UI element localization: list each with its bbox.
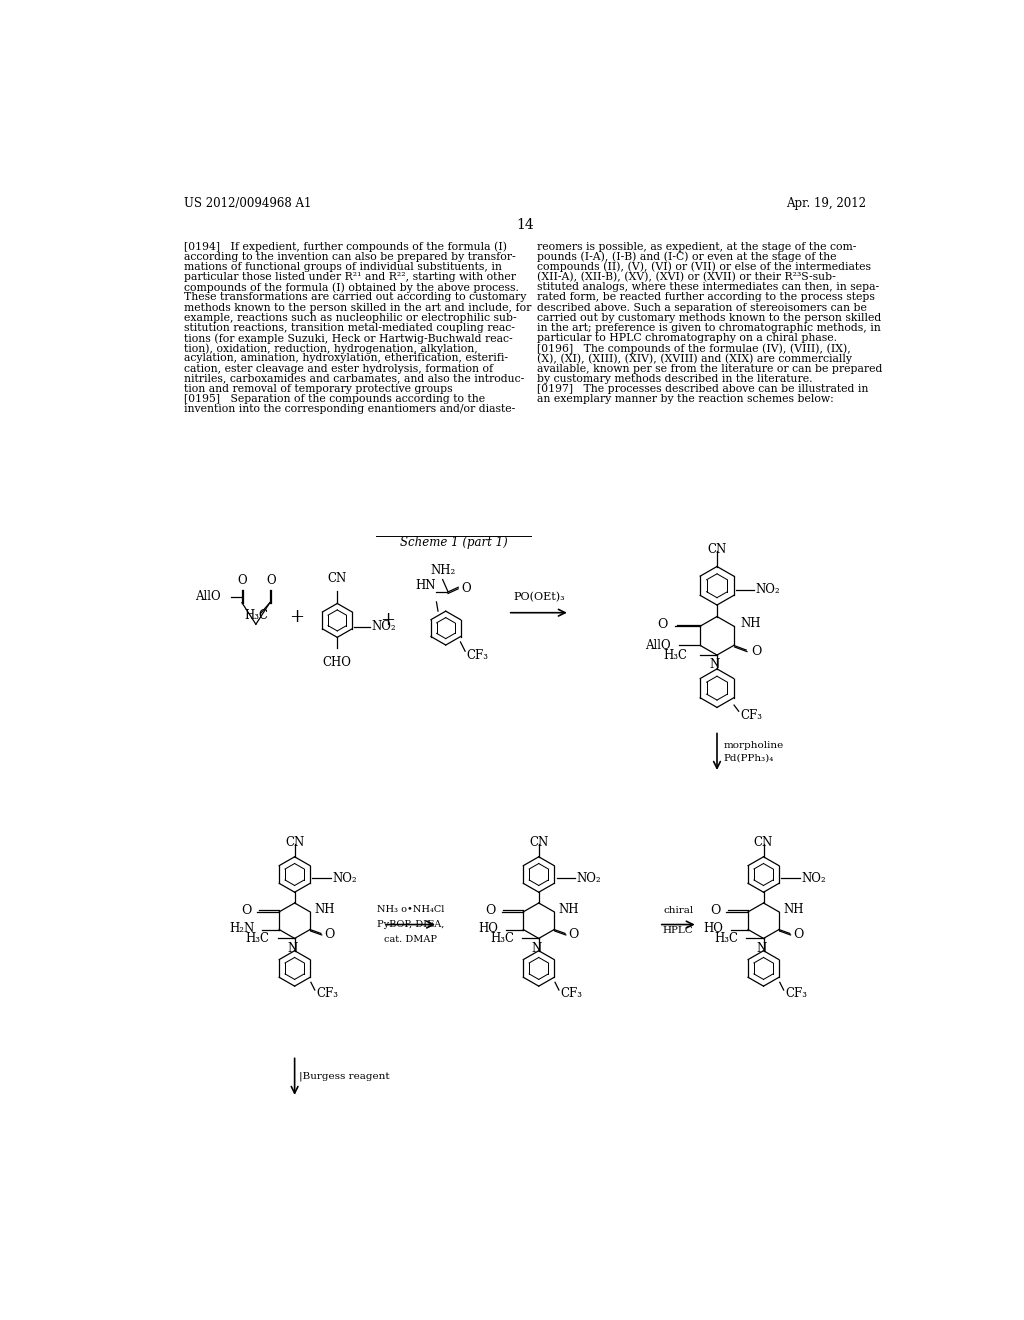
Text: HPLC: HPLC: [663, 927, 693, 935]
Text: acylation, amination, hydroxylation, etherification, esterifi-: acylation, amination, hydroxylation, eth…: [183, 354, 508, 363]
Text: NH: NH: [559, 903, 580, 916]
Text: CF₃: CF₃: [466, 648, 487, 661]
Text: N: N: [531, 942, 542, 956]
Text: morpholine: morpholine: [723, 741, 783, 750]
Text: +: +: [380, 611, 395, 630]
Text: CF₃: CF₃: [785, 986, 807, 999]
Text: H₃C: H₃C: [489, 932, 514, 945]
Text: HO: HO: [703, 921, 723, 935]
Text: HO: HO: [478, 921, 499, 935]
Text: carried out by customary methods known to the person skilled: carried out by customary methods known t…: [538, 313, 882, 322]
Text: particular to HPLC chromatography on a chiral phase.: particular to HPLC chromatography on a c…: [538, 333, 838, 343]
Text: N: N: [710, 659, 720, 671]
Text: chiral: chiral: [664, 907, 693, 915]
Text: invention into the corresponding enantiomers and/or diaste-: invention into the corresponding enantio…: [183, 404, 515, 414]
Text: tion and removal of temporary protective groups: tion and removal of temporary protective…: [183, 384, 453, 393]
Text: CF₃: CF₃: [560, 986, 583, 999]
Text: H₃C: H₃C: [715, 932, 738, 945]
Text: HN: HN: [416, 579, 436, 591]
Text: stituted analogs, where these intermediates can then, in sepa-: stituted analogs, where these intermedia…: [538, 282, 880, 292]
Text: [0194]   If expedient, further compounds of the formula (I): [0194] If expedient, further compounds o…: [183, 242, 507, 252]
Text: NH: NH: [740, 616, 761, 630]
Text: NH: NH: [314, 903, 335, 916]
Text: NH₃ o•NH₄Cl: NH₃ o•NH₄Cl: [377, 904, 444, 913]
Text: O: O: [657, 618, 668, 631]
Text: CF₃: CF₃: [316, 986, 338, 999]
Text: pounds (I-A), (I-B) and (I-C) or even at the stage of the: pounds (I-A), (I-B) and (I-C) or even at…: [538, 252, 837, 263]
Text: O: O: [485, 904, 496, 917]
Text: rated form, be reacted further according to the process steps: rated form, be reacted further according…: [538, 293, 876, 302]
Text: compounds (II), (V), (VI) or (VII) or else of the intermediates: compounds (II), (V), (VI) or (VII) or el…: [538, 261, 871, 272]
Text: an exemplary manner by the reaction schemes below:: an exemplary manner by the reaction sche…: [538, 395, 834, 404]
Text: NH: NH: [783, 903, 804, 916]
Text: US 2012/0094968 A1: US 2012/0094968 A1: [183, 197, 311, 210]
Text: N: N: [287, 942, 297, 956]
Text: O: O: [710, 904, 720, 917]
Text: (XII-A), (XII-B), (XV), (XVI) or (XVII) or their R²³S-sub-: (XII-A), (XII-B), (XV), (XVI) or (XVII) …: [538, 272, 836, 282]
Text: PO(OEt)₃: PO(OEt)₃: [513, 591, 564, 602]
Text: cation, ester cleavage and ester hydrolysis, formation of: cation, ester cleavage and ester hydroly…: [183, 363, 493, 374]
Text: H₃C: H₃C: [246, 932, 270, 945]
Text: [0195]   Separation of the compounds according to the: [0195] Separation of the compounds accor…: [183, 395, 485, 404]
Text: described above. Such a separation of stereoisomers can be: described above. Such a separation of st…: [538, 302, 867, 313]
Text: CN: CN: [328, 572, 347, 585]
Text: Apr. 19, 2012: Apr. 19, 2012: [785, 197, 866, 210]
Text: mations of functional groups of individual substituents, in: mations of functional groups of individu…: [183, 261, 502, 272]
Text: (X), (XI), (XIII), (XIV), (XVIII) and (XIX) are commercially: (X), (XI), (XIII), (XIV), (XVIII) and (X…: [538, 354, 852, 364]
Text: cat. DMAP: cat. DMAP: [384, 936, 437, 944]
Text: NO₂: NO₂: [333, 871, 357, 884]
Text: in the art; preference is given to chromatographic methods, in: in the art; preference is given to chrom…: [538, 323, 881, 333]
Text: particular those listed under R²¹ and R²², starting with other: particular those listed under R²¹ and R²…: [183, 272, 516, 282]
Text: H₃C: H₃C: [245, 609, 268, 622]
Text: O: O: [461, 582, 471, 595]
Text: O: O: [751, 645, 761, 659]
Text: available, known per se from the literature or can be prepared: available, known per se from the literat…: [538, 363, 883, 374]
Text: NO₂: NO₂: [802, 871, 826, 884]
Text: O: O: [793, 928, 803, 941]
Text: methods known to the person skilled in the art and include, for: methods known to the person skilled in t…: [183, 302, 531, 313]
Text: 14: 14: [516, 218, 534, 232]
Text: Pd(PPh₃)₄: Pd(PPh₃)₄: [723, 754, 773, 763]
Text: according to the invention can also be prepared by transfor-: according to the invention can also be p…: [183, 252, 515, 261]
Text: by customary methods described in the literature.: by customary methods described in the li…: [538, 374, 813, 384]
Text: tions (for example Suzuki, Heck or Hartwig-Buchwald reac-: tions (for example Suzuki, Heck or Hartw…: [183, 333, 512, 343]
Text: CN: CN: [708, 544, 727, 557]
Text: NO₂: NO₂: [756, 583, 780, 597]
Text: AllO: AllO: [195, 590, 220, 603]
Text: CN: CN: [754, 836, 773, 849]
Text: H₂N: H₂N: [229, 921, 254, 935]
Text: O: O: [241, 904, 251, 917]
Text: nitriles, carboxamides and carbamates, and also the introduc-: nitriles, carboxamides and carbamates, a…: [183, 374, 524, 384]
Text: NO₂: NO₂: [577, 871, 601, 884]
Text: These transformations are carried out according to customary: These transformations are carried out ac…: [183, 293, 526, 302]
Text: |Burgess reagent: |Burgess reagent: [299, 1072, 390, 1081]
Text: Scheme 1 (part 1): Scheme 1 (part 1): [399, 536, 507, 549]
Text: +: +: [289, 607, 304, 626]
Text: [0196]   The compounds of the formulae (IV), (VIII), (IX),: [0196] The compounds of the formulae (IV…: [538, 343, 851, 354]
Text: AllO: AllO: [645, 639, 671, 652]
Text: NO₂: NO₂: [372, 620, 396, 634]
Text: example, reactions such as nucleophilic or electrophilic sub-: example, reactions such as nucleophilic …: [183, 313, 516, 322]
Text: CF₃: CF₃: [740, 709, 762, 722]
Text: H₃C: H₃C: [664, 648, 687, 661]
Text: PyBOP, DIEA,: PyBOP, DIEA,: [377, 920, 444, 929]
Text: O: O: [238, 574, 247, 587]
Text: NH₂: NH₂: [430, 564, 456, 577]
Text: CN: CN: [529, 836, 549, 849]
Text: compounds of the formula (I) obtained by the above process.: compounds of the formula (I) obtained by…: [183, 282, 519, 293]
Text: stitution reactions, transition metal-mediated coupling reac-: stitution reactions, transition metal-me…: [183, 323, 515, 333]
Text: O: O: [266, 574, 276, 587]
Text: N: N: [756, 942, 766, 956]
Text: CHO: CHO: [323, 656, 351, 669]
Text: tion), oxidation, reduction, hydrogenation, alkylation,: tion), oxidation, reduction, hydrogenati…: [183, 343, 477, 354]
Text: [0197]   The processes described above can be illustrated in: [0197] The processes described above can…: [538, 384, 868, 393]
Text: O: O: [324, 928, 335, 941]
Text: CN: CN: [285, 836, 304, 849]
Text: reomers is possible, as expedient, at the stage of the com-: reomers is possible, as expedient, at th…: [538, 242, 856, 252]
Text: O: O: [568, 928, 579, 941]
